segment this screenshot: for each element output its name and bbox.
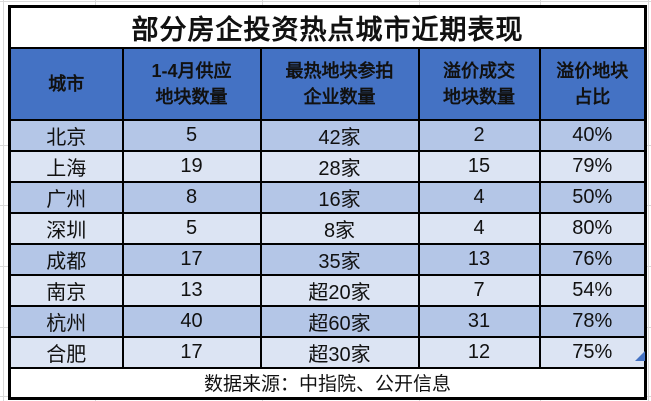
cell-premium-ratio: 78% bbox=[538, 305, 647, 338]
cell-premium-deal-count: 4 bbox=[417, 212, 541, 245]
cell-city: 北京 bbox=[8, 119, 124, 152]
cell-premium-ratio: 54% bbox=[538, 274, 647, 307]
column-header-city: 城市 bbox=[8, 47, 124, 121]
cell-premium-deal-count: 31 bbox=[417, 305, 541, 338]
cell-premium-deal-count: 15 bbox=[417, 150, 541, 183]
cell-premium-deal-count: 12 bbox=[417, 336, 541, 369]
cell-supply-count: 17 bbox=[121, 336, 262, 369]
cell-premium-ratio: 40% bbox=[538, 119, 647, 152]
cell-city: 合肥 bbox=[8, 336, 124, 369]
cell-city: 上海 bbox=[8, 150, 124, 183]
cell-supply-count: 17 bbox=[121, 243, 262, 276]
table-body: 北京 5 42家 2 40% 上海 19 28家 15 79% 广州 8 16家 4 50% 深圳 5 8家 4 80… bbox=[8, 119, 647, 369]
table-footer-row: 数据来源：中指院、公开信息 bbox=[8, 367, 647, 399]
column-header-supply-count: 1-4月供应 地块数量 bbox=[121, 47, 262, 121]
cell-bidder-count: 16家 bbox=[259, 181, 420, 214]
column-header-premium-ratio: 溢价地块 占比 bbox=[538, 47, 647, 121]
cell-premium-deal-count: 13 bbox=[417, 243, 541, 276]
data-table: 部分房企投资热点城市近期表现 城市 1-4月供应 地块数量 最热地块参拍 企业数… bbox=[8, 5, 647, 400]
cell-city: 南京 bbox=[8, 274, 124, 307]
cell-supply-count: 13 bbox=[121, 274, 262, 307]
cell-bidder-count: 42家 bbox=[259, 119, 420, 152]
table-row: 杭州 40 超60家 31 78% bbox=[8, 305, 647, 338]
cell-supply-count: 40 bbox=[121, 305, 262, 338]
table-row: 南京 13 超20家 7 54% bbox=[8, 274, 647, 307]
table-title: 部分房企投资热点城市近期表现 bbox=[8, 5, 647, 49]
table-row: 成都 17 35家 13 76% bbox=[8, 243, 647, 276]
cell-supply-count: 5 bbox=[121, 212, 262, 245]
column-header-premium-deals: 溢价成交 地块数量 bbox=[417, 47, 541, 121]
cell-city: 深圳 bbox=[8, 212, 124, 245]
cell-bidder-count: 超30家 bbox=[259, 336, 420, 369]
cell-city: 杭州 bbox=[8, 305, 124, 338]
cell-premium-ratio: 75% bbox=[538, 336, 647, 369]
cell-bidder-count: 35家 bbox=[259, 243, 420, 276]
gridline bbox=[0, 1, 651, 2]
cell-premium-deal-count: 2 bbox=[417, 119, 541, 152]
cell-premium-ratio: 80% bbox=[538, 212, 647, 245]
table-header-row: 城市 1-4月供应 地块数量 最热地块参拍 企业数量 溢价成交 地块数量 溢价地… bbox=[8, 47, 647, 121]
table-row: 深圳 5 8家 4 80% bbox=[8, 212, 647, 245]
gridline bbox=[648, 0, 649, 401]
cell-bidder-count: 超20家 bbox=[259, 274, 420, 307]
table-row: 上海 19 28家 15 79% bbox=[8, 150, 647, 183]
cell-premium-deal-count: 7 bbox=[417, 274, 541, 307]
cell-premium-ratio: 79% bbox=[538, 150, 647, 183]
table-row: 北京 5 42家 2 40% bbox=[8, 119, 647, 152]
selection-fill-handle[interactable] bbox=[635, 351, 645, 361]
column-header-bidder-count: 最热地块参拍 企业数量 bbox=[259, 47, 420, 121]
data-source-note: 数据来源：中指院、公开信息 bbox=[8, 367, 647, 399]
cell-premium-ratio: 50% bbox=[538, 181, 647, 214]
cell-bidder-count: 8家 bbox=[259, 212, 420, 245]
cell-supply-count: 8 bbox=[121, 181, 262, 214]
cell-supply-count: 19 bbox=[121, 150, 262, 183]
cell-bidder-count: 28家 bbox=[259, 150, 420, 183]
cell-city: 广州 bbox=[8, 181, 124, 214]
table-row: 广州 8 16家 4 50% bbox=[8, 181, 647, 214]
cell-bidder-count: 超60家 bbox=[259, 305, 420, 338]
cell-premium-ratio: 76% bbox=[538, 243, 647, 276]
table-title-row: 部分房企投资热点城市近期表现 bbox=[8, 5, 647, 49]
gridline bbox=[3, 0, 4, 401]
cell-premium-deal-count: 4 bbox=[417, 181, 541, 214]
cell-supply-count: 5 bbox=[121, 119, 262, 152]
cell-city: 成都 bbox=[8, 243, 124, 276]
table-row: 合肥 17 超30家 12 75% bbox=[8, 336, 647, 369]
